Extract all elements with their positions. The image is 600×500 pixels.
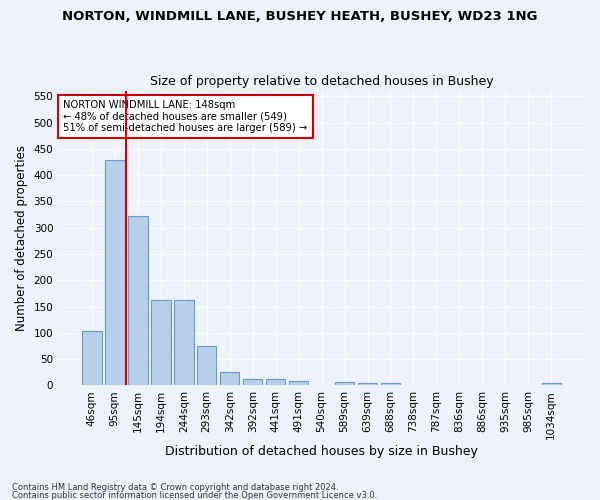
Bar: [220, 372, 239, 386]
Bar: [151, 300, 170, 386]
Y-axis label: Number of detached properties: Number of detached properties: [15, 146, 28, 332]
Bar: [197, 346, 217, 386]
Bar: [358, 383, 377, 386]
Text: Contains HM Land Registry data © Crown copyright and database right 2024.: Contains HM Land Registry data © Crown c…: [12, 484, 338, 492]
Text: NORTON, WINDMILL LANE, BUSHEY HEATH, BUSHEY, WD23 1NG: NORTON, WINDMILL LANE, BUSHEY HEATH, BUS…: [62, 10, 538, 23]
Bar: [243, 379, 262, 386]
Bar: [542, 383, 561, 386]
Bar: [335, 382, 355, 386]
Bar: [289, 380, 308, 386]
Text: Contains public sector information licensed under the Open Government Licence v3: Contains public sector information licen…: [12, 490, 377, 500]
Bar: [381, 383, 400, 386]
Bar: [174, 300, 194, 386]
Bar: [128, 216, 148, 386]
Text: NORTON WINDMILL LANE: 148sqm
← 48% of detached houses are smaller (549)
51% of s: NORTON WINDMILL LANE: 148sqm ← 48% of de…: [64, 100, 308, 133]
Bar: [105, 160, 125, 386]
X-axis label: Distribution of detached houses by size in Bushey: Distribution of detached houses by size …: [165, 444, 478, 458]
Bar: [82, 331, 101, 386]
Bar: [266, 379, 286, 386]
Title: Size of property relative to detached houses in Bushey: Size of property relative to detached ho…: [150, 76, 493, 88]
